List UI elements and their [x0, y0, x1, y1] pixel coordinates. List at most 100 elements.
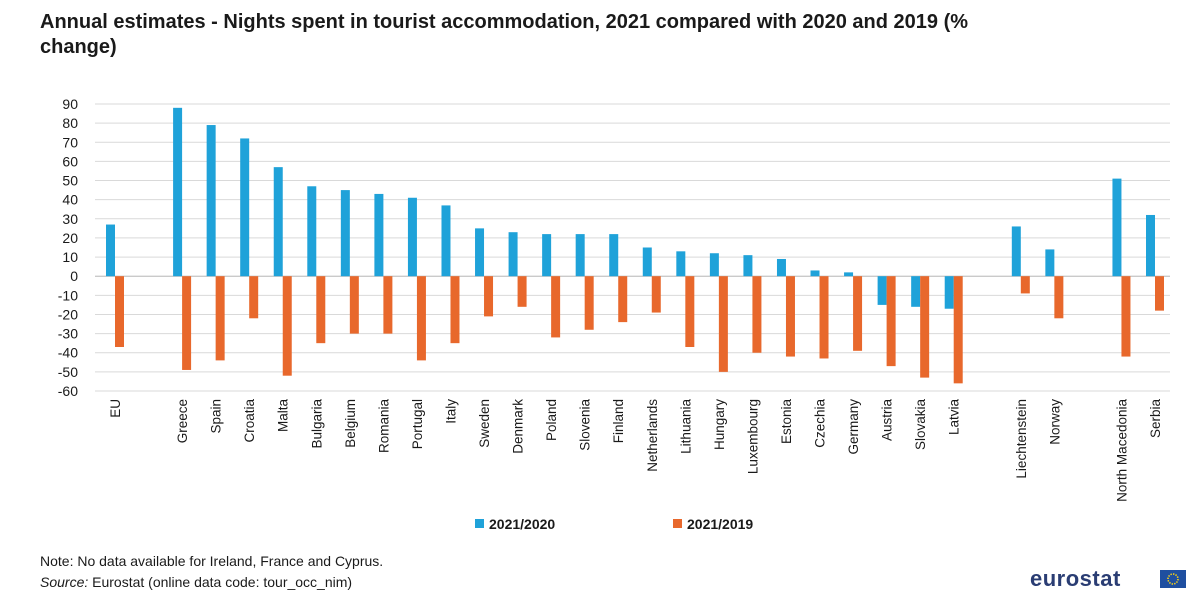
- bar-2021-2020: [340, 190, 350, 277]
- x-tick-label: EU: [108, 399, 123, 418]
- bar-2021-2020: [911, 276, 921, 307]
- y-tick-label: 20: [62, 230, 78, 246]
- bar-2021-2020: [173, 107, 183, 277]
- bar-2021-2020: [407, 197, 417, 277]
- bar-2021-2020: [1045, 249, 1055, 277]
- y-tick-label: 60: [62, 153, 78, 169]
- y-tick-label: -30: [58, 326, 78, 342]
- bar-2021-2019: [920, 276, 930, 378]
- bar-2021-2020: [374, 193, 384, 277]
- bar-2021-2019: [383, 276, 393, 334]
- bar-2021-2019: [249, 276, 259, 319]
- x-tick-label: Croatia: [242, 399, 257, 443]
- bar-2021-2020: [810, 270, 820, 277]
- bar-2021-2019: [316, 276, 326, 344]
- bar-2021-2020: [776, 258, 786, 277]
- bar-2021-2019: [618, 276, 628, 323]
- x-tick-label: Lithuania: [678, 399, 693, 454]
- y-tick-label: 50: [62, 173, 78, 189]
- x-tick-label: Norway: [1047, 399, 1062, 445]
- bar-2021-2020: [1146, 214, 1155, 277]
- bar-2021-2020: [844, 272, 854, 277]
- x-tick-label: Luxembourg: [745, 399, 760, 474]
- y-tick-label: -60: [58, 383, 78, 399]
- bar-2021-2019: [115, 276, 124, 347]
- bar-2021-2019: [484, 276, 494, 317]
- y-tick-label: -40: [58, 345, 78, 361]
- bar-2021-2020: [575, 234, 585, 277]
- x-tick-label: Slovakia: [913, 399, 928, 451]
- bar-2021-2020: [240, 138, 250, 277]
- bar-2021-2019: [1054, 276, 1064, 319]
- chart-title: Annual estimates - Nights spent in touri…: [40, 11, 969, 58]
- bar-2021-2020: [642, 247, 652, 277]
- bar-2021-2019: [953, 276, 963, 384]
- bar-2021-2020: [1112, 178, 1122, 277]
- bar-2021-2019: [416, 276, 426, 361]
- bar-2021-2019: [182, 276, 192, 370]
- x-tick-label: Slovenia: [578, 399, 593, 451]
- bar-2021-2020: [676, 251, 686, 277]
- bar-2021-2020: [441, 205, 451, 277]
- x-tick-label: Italy: [443, 399, 458, 424]
- bar-2021-2019: [651, 276, 661, 313]
- bar-2021-2019: [1020, 276, 1030, 294]
- data-availability-note: Note: No data available for Ireland, Fra…: [40, 553, 384, 569]
- bar-2021-2019: [853, 276, 863, 351]
- bar-2021-2020: [1011, 226, 1021, 277]
- x-tick-label: Malta: [276, 399, 291, 433]
- legend-swatch: [673, 519, 682, 528]
- y-tick-label: 80: [62, 115, 78, 131]
- x-tick-label: Portugal: [410, 399, 425, 449]
- x-tick-label: Sweden: [477, 399, 492, 448]
- bar-2021-2019: [1155, 276, 1164, 311]
- bar-2021-2019: [349, 276, 359, 334]
- x-tick-label: Netherlands: [645, 399, 660, 472]
- x-tick-label: Latvia: [947, 399, 962, 436]
- bar-2021-2019: [584, 276, 594, 330]
- bar-2021-2020: [206, 125, 216, 277]
- x-tick-label: Estonia: [779, 399, 794, 445]
- x-tick-label: Germany: [846, 399, 861, 455]
- bar-2021-2019: [1121, 276, 1131, 357]
- legend-label: 2021/2020: [489, 516, 555, 532]
- x-tick-label: Romania: [376, 399, 391, 454]
- bar-2021-2020: [709, 253, 719, 277]
- y-tick-label: 30: [62, 211, 78, 227]
- source-note: Source: Eurostat (online data code: tour…: [40, 574, 352, 590]
- y-tick-label: -20: [58, 306, 78, 322]
- bar-2021-2019: [718, 276, 728, 372]
- bar-2021-2020: [106, 224, 115, 277]
- bar-2021-2019: [819, 276, 829, 359]
- bar-2021-2020: [877, 276, 887, 305]
- bar-2021-2020: [508, 232, 518, 277]
- x-tick-label: Hungary: [712, 399, 727, 450]
- bar-2021-2019: [785, 276, 795, 357]
- bar-2021-2020: [944, 276, 954, 309]
- bar-2021-2019: [450, 276, 460, 344]
- bar-2021-2019: [886, 276, 896, 367]
- x-tick-label: Spain: [209, 399, 224, 434]
- bar-2021-2020: [273, 167, 283, 277]
- bar-2021-2020: [542, 234, 552, 277]
- bar-2021-2019: [685, 276, 695, 347]
- logo-text: eurostat: [1030, 566, 1121, 591]
- x-tick-label: Czechia: [813, 399, 828, 448]
- x-tick-label: Bulgaria: [309, 399, 324, 449]
- y-tick-label: 0: [70, 268, 78, 284]
- x-tick-label: Belgium: [343, 399, 358, 448]
- bar-2021-2019: [517, 276, 527, 307]
- bar-2021-2020: [609, 234, 619, 277]
- bar-2021-2019: [551, 276, 561, 338]
- bar-2021-2020: [743, 255, 753, 277]
- eu-flag-icon: [1160, 570, 1186, 588]
- source-label: Source:: [40, 574, 89, 590]
- legend-label: 2021/2019: [687, 516, 753, 532]
- y-tick-label: -50: [58, 364, 78, 380]
- y-tick-label: -10: [58, 287, 78, 303]
- source-text: Eurostat (online data code: tour_occ_nim…: [88, 574, 353, 590]
- x-tick-label: Poland: [544, 399, 559, 441]
- x-tick-label: Austria: [880, 399, 895, 442]
- x-tick-label: Serbia: [1148, 399, 1163, 439]
